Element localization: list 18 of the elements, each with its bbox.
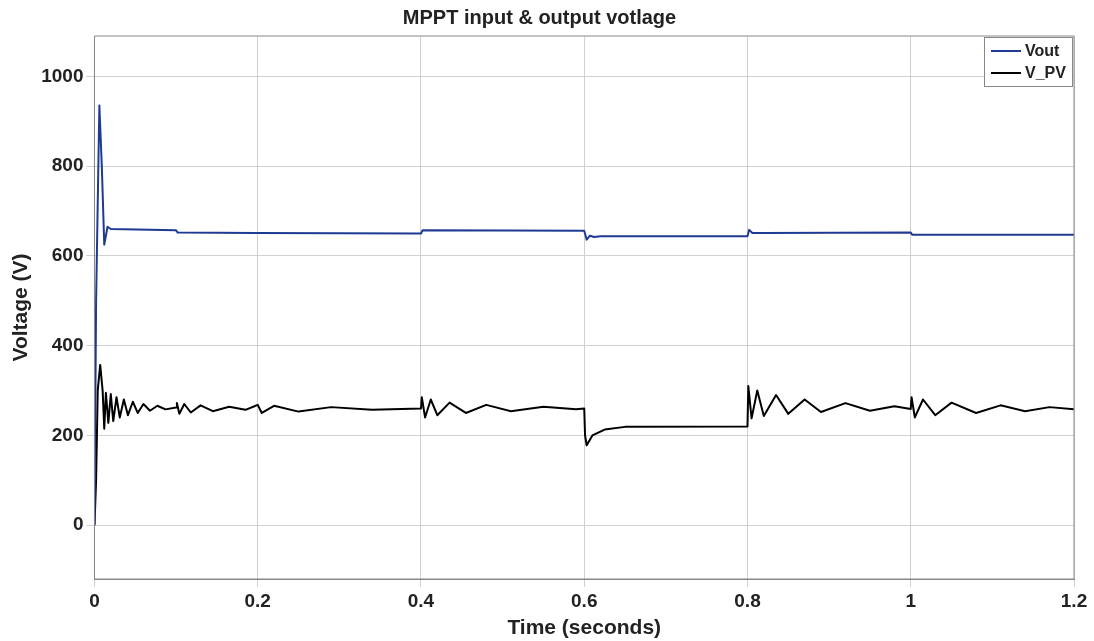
y-tick-label: 800 (51, 154, 84, 176)
y-tick-label: 200 (51, 423, 84, 445)
x-axis-title: Time (seconds) (507, 615, 662, 639)
y-tick-label: 1000 (41, 64, 84, 86)
x-tick-label: 0 (89, 589, 100, 611)
y-tick-label: 600 (51, 244, 84, 266)
legend-label: Vout (1025, 41, 1060, 61)
y-axis-title: Voltage (V) (8, 253, 32, 362)
x-tick-label: 1 (905, 589, 917, 611)
y-tick-label: 400 (51, 333, 84, 355)
x-tick-label: 0.8 (734, 589, 761, 611)
legend-label: V_PV (1025, 63, 1066, 83)
x-tick-label: 1.2 (1060, 589, 1088, 611)
y-tick-label: 0 (72, 513, 84, 535)
x-tick-label: 0.4 (407, 589, 435, 611)
chart-title: MPPT input & output votlage (402, 5, 677, 28)
x-tick-label: 0.2 (244, 589, 271, 611)
x-tick-label: 0.6 (571, 589, 598, 611)
